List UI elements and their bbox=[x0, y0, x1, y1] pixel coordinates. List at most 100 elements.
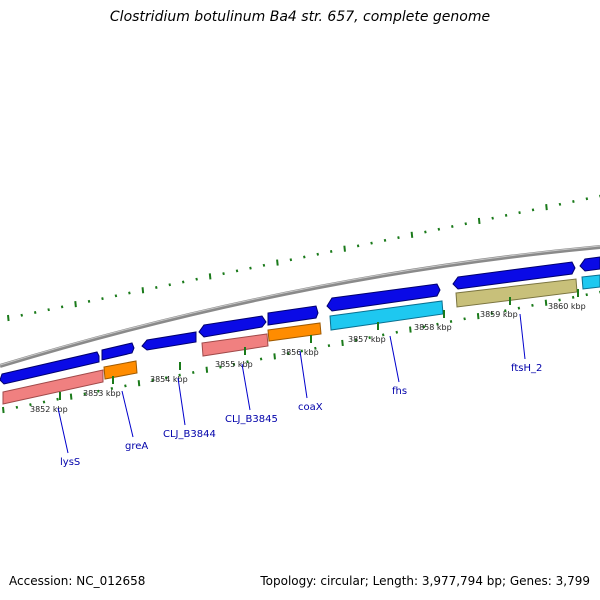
gc-tick bbox=[137, 380, 141, 387]
gc-tick bbox=[20, 313, 24, 317]
gc-tick bbox=[395, 330, 399, 334]
gc-tick bbox=[504, 213, 508, 217]
gc-tick bbox=[110, 387, 114, 391]
gc-tick bbox=[370, 241, 373, 245]
gc-tick bbox=[368, 336, 371, 340]
gc-tick bbox=[219, 365, 222, 369]
gene-label-layer: lysS greA CLJ_B3844 CLJ_B3845 coaX fhs ftsH_2 bbox=[57, 313, 542, 468]
gc-tick bbox=[141, 287, 145, 294]
gene-label-CLJ_B3844[interactable]: CLJ_B3844 bbox=[163, 429, 216, 440]
gc-tick bbox=[451, 225, 454, 228]
gene-label-lysS[interactable]: lysS bbox=[60, 457, 80, 468]
gc-tick bbox=[437, 227, 441, 231]
cds-feature[interactable] bbox=[579, 256, 600, 272]
gc-tick bbox=[222, 272, 225, 276]
gc-tick bbox=[316, 252, 320, 256]
gc-tick bbox=[29, 403, 32, 407]
accession-text: Accession: NC_012658 bbox=[9, 574, 146, 588]
gc-tick bbox=[490, 311, 494, 315]
kbp-tick-label: 3858 kbp bbox=[414, 323, 452, 332]
gene-leader-line bbox=[57, 407, 69, 454]
gene-leader-line bbox=[177, 377, 186, 426]
gc-tick bbox=[585, 197, 589, 201]
gc-tick bbox=[262, 263, 266, 267]
gc-tick bbox=[114, 294, 118, 298]
gene-leader-line bbox=[241, 363, 251, 411]
gene-label-ftsH_2[interactable]: ftsH_2 bbox=[511, 363, 542, 374]
gc-tick bbox=[381, 333, 385, 337]
gc-tick bbox=[422, 325, 426, 329]
gc-tick bbox=[195, 277, 198, 281]
gc-tick bbox=[47, 308, 50, 312]
gc-tick bbox=[572, 200, 575, 204]
gc-tick bbox=[33, 310, 37, 314]
gc-tick bbox=[343, 245, 346, 252]
gc-tick bbox=[300, 349, 304, 353]
cds-feature[interactable] bbox=[581, 274, 600, 290]
gc-tick bbox=[246, 360, 249, 364]
gc-tick bbox=[164, 376, 168, 380]
gene-label-coaX[interactable]: coaX bbox=[298, 402, 323, 413]
gc-tick bbox=[356, 244, 360, 248]
gc-tick bbox=[354, 338, 358, 342]
kbp-tick-label: 3855 kbp bbox=[215, 360, 253, 369]
gc-tick bbox=[289, 258, 293, 262]
gc-tick bbox=[83, 392, 86, 396]
gc-tick bbox=[383, 238, 387, 242]
genome-backbone bbox=[0, 245, 600, 368]
cds-feature[interactable] bbox=[0, 351, 100, 385]
kbp-tick-label: 3860 kbp bbox=[548, 302, 586, 311]
cds-feature[interactable] bbox=[101, 342, 135, 361]
cds-feature[interactable] bbox=[141, 331, 197, 351]
gc-tick bbox=[464, 222, 468, 226]
gene-coaX-feature[interactable] bbox=[267, 322, 322, 342]
cds-feature[interactable] bbox=[198, 315, 267, 338]
forward-strand-track bbox=[0, 256, 600, 385]
gene-leader-line bbox=[389, 335, 400, 383]
gene-label-greA[interactable]: greA bbox=[125, 441, 148, 452]
gc-tick bbox=[544, 299, 548, 306]
gc-tick bbox=[449, 320, 453, 323]
gc-tick bbox=[178, 373, 181, 377]
gene-greA-feature[interactable] bbox=[103, 360, 138, 380]
gc-tick bbox=[504, 309, 507, 313]
gc-tick bbox=[410, 231, 414, 238]
kbp-tick-label: 3859 kbp bbox=[480, 310, 518, 319]
gene-leader-line bbox=[299, 350, 308, 399]
gc-tick bbox=[15, 405, 19, 409]
map-title: Clostridium botulinum Ba4 str. 657, comp… bbox=[109, 9, 491, 25]
gc-tick bbox=[491, 216, 494, 220]
gc-tick bbox=[477, 217, 481, 225]
gc-tick bbox=[531, 208, 535, 212]
gc-tick bbox=[97, 389, 100, 393]
gc-tick bbox=[314, 346, 317, 350]
gc-tick bbox=[273, 353, 276, 360]
gene-leader-line bbox=[121, 390, 134, 438]
gc-tick bbox=[424, 230, 427, 234]
cds-feature[interactable] bbox=[267, 305, 319, 326]
cds-feature[interactable] bbox=[452, 261, 576, 290]
gc-tick bbox=[517, 306, 521, 310]
gc-tick bbox=[168, 283, 172, 287]
gc-tick bbox=[235, 269, 239, 273]
gc-tick bbox=[232, 362, 236, 366]
gc-tick bbox=[409, 326, 412, 333]
gc-tick bbox=[69, 393, 73, 400]
gc-tick bbox=[60, 305, 64, 309]
kbp-tick-label: 3852 kbp bbox=[30, 405, 68, 414]
gene-lysS-feature[interactable] bbox=[2, 369, 104, 405]
gc-tick bbox=[181, 280, 185, 284]
gene-label-fhs[interactable]: fhs bbox=[392, 386, 407, 397]
genome-backbone-highlight bbox=[0, 245, 600, 366]
gc-tick bbox=[341, 339, 344, 347]
gc-tick bbox=[151, 379, 154, 382]
gene-CLJ_B3845-feature[interactable] bbox=[201, 333, 269, 357]
reverse-strand-track bbox=[2, 274, 600, 405]
gc-tick bbox=[286, 352, 290, 356]
cds-feature[interactable] bbox=[326, 283, 441, 312]
kbp-tick-label: 3853 kbp bbox=[83, 389, 121, 398]
gene-label-CLJ_B3845[interactable]: CLJ_B3845 bbox=[225, 414, 278, 425]
gc-tick bbox=[463, 317, 466, 321]
gc-tick bbox=[329, 249, 333, 253]
gc-tick bbox=[476, 313, 480, 320]
